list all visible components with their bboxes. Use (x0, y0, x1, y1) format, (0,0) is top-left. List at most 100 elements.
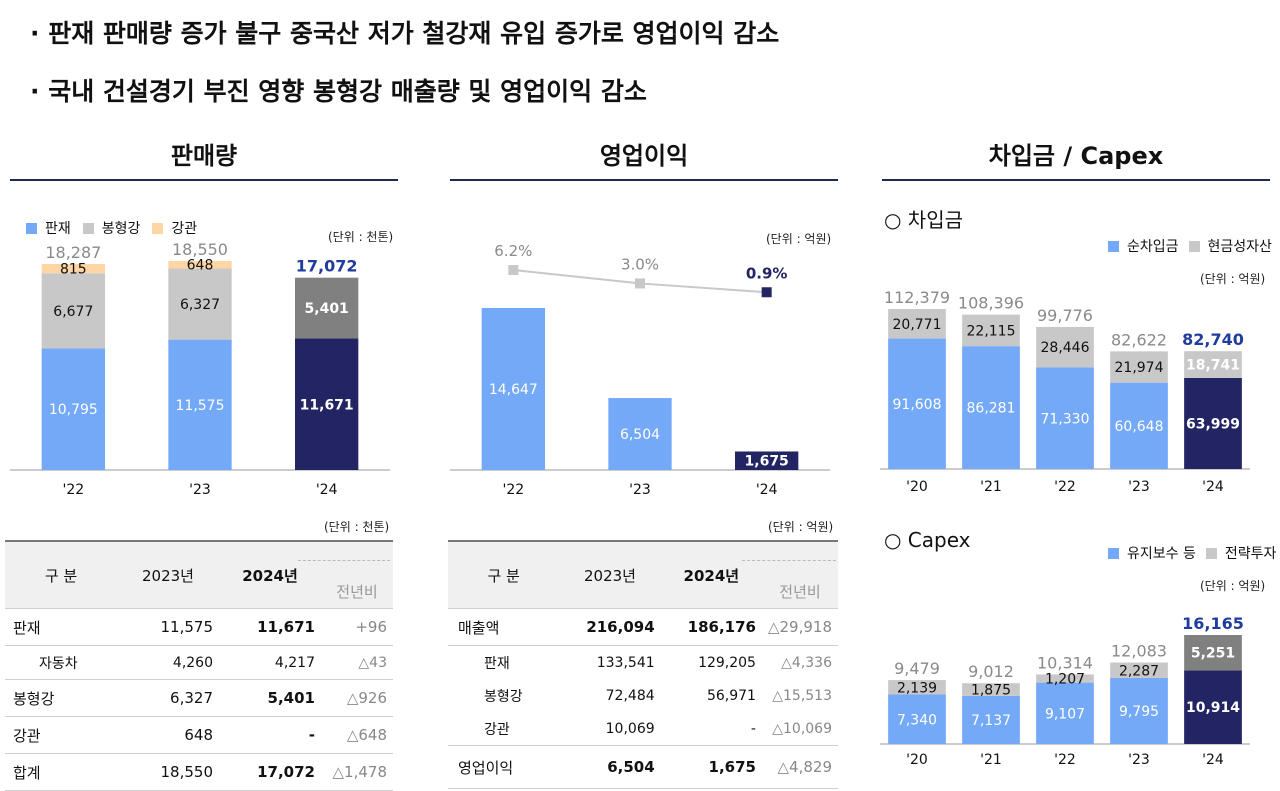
total-label: 16,165 (1182, 614, 1244, 633)
data-label: 2,139 (897, 680, 937, 696)
table-row: 합계 18,550 17,072 △1,478 (5, 753, 393, 791)
cell-2023: 6,504 (559, 745, 661, 789)
op-unit: (단위 : 억원) (766, 232, 832, 246)
cell-2023: 72,484 (605, 687, 655, 704)
legend-bar: 봉형강 (101, 221, 141, 237)
cell-2023: 216,094 (559, 608, 661, 646)
data-label: 648 (187, 258, 214, 274)
bar-segment (41, 273, 105, 349)
cell-2024: 17,072 (219, 753, 321, 791)
legend-cash: 현금성자산 (1207, 239, 1272, 255)
header-category: 구 분 (448, 540, 560, 609)
margin-point (761, 287, 772, 298)
data-label: 28,446 (1041, 340, 1090, 356)
capex-chart: 7,340 2,139 9,479 '20 7,137 1,875 9,012 '21 9,10… (880, 614, 1250, 768)
data-label: 71,330 (1041, 411, 1090, 427)
data-label: 14,647 (489, 382, 538, 398)
category-label: '24 (1202, 752, 1224, 768)
bar-segment (1036, 367, 1094, 469)
bar-segment (1110, 351, 1168, 383)
cell-2023: 10,069 (559, 712, 661, 746)
bar-segment (962, 683, 1020, 696)
bar (735, 451, 799, 470)
total-label: 18,287 (45, 243, 101, 262)
row-label: 강관 (5, 716, 117, 754)
category-label: '24 (1202, 479, 1224, 495)
cell-yoy: △1,478 (321, 753, 393, 791)
bar-segment (1110, 662, 1168, 678)
bar-segment (41, 264, 105, 274)
cell-2023: 133,541 (596, 654, 655, 671)
legend-maintenance: 유지보수 등 (1127, 546, 1196, 562)
row-label: 자동차 (5, 645, 117, 680)
legend-swatch-net-debt (1108, 240, 1119, 252)
category-label: '23 (1128, 752, 1150, 768)
margin-label: 0.9% (746, 264, 788, 282)
data-label: 6,677 (53, 304, 93, 320)
legend-swatch-maintenance (1108, 547, 1119, 559)
data-label: 11,575 (176, 398, 225, 414)
data-label: 86,281 (967, 401, 1016, 417)
cell-2024: 5,401 (219, 679, 321, 717)
category-label: '22 (62, 482, 84, 498)
yoy-dashed-rule (298, 560, 390, 561)
bar-segment (1036, 674, 1094, 683)
bar-segment (1184, 635, 1242, 671)
header-2023: 2023년 (117, 540, 219, 609)
margin-label: 3.0% (621, 255, 659, 273)
bar-segment (1036, 326, 1094, 368)
cell-yoy: △648 (321, 716, 393, 754)
table-row: 강관 648 - △648 (5, 716, 393, 754)
header-category: 구 분 (5, 540, 117, 609)
header-yoy: 전년비 (321, 540, 393, 609)
sales-section-title: 판매량 (170, 142, 238, 170)
bar-segment (888, 694, 946, 744)
bar-segment (1036, 682, 1094, 744)
row-label: 판재 (5, 608, 117, 646)
op-chart: 14,647 '22 6,504 '23 1,675 '24 6.2% 3.0% 0.9% (450, 242, 830, 498)
debt-legend: 순차입금 현금성자산 (1108, 236, 1272, 256)
category-label: '24 (316, 482, 338, 498)
capex-unit: (단위 : 억원) (1200, 579, 1266, 593)
bar-segment (168, 339, 232, 470)
cell-2023: 6,327 (117, 679, 219, 717)
yoy-dashed-rule (742, 560, 836, 561)
data-label: 20,771 (893, 317, 942, 333)
sales-unit: (단위 : 천톤) (328, 230, 394, 244)
cell-2024: 4,217 (219, 645, 321, 680)
cell-yoy: △29,918 (761, 608, 838, 646)
category-label: '21 (980, 752, 1002, 768)
total-label: 18,550 (172, 240, 228, 259)
table-row: 강관 10,069 - △10,069 (448, 712, 838, 746)
cell-2024: - (660, 712, 762, 746)
debt-unit: (단위 : 억원) (1200, 272, 1266, 286)
cell-yoy: △4,336 (781, 654, 832, 671)
margin-label: 6.2% (494, 242, 532, 260)
data-label: 1,875 (971, 683, 1011, 699)
op-title-rule (450, 179, 838, 181)
cell-2023: 18,550 (117, 753, 219, 791)
row-label: 봉형강 (5, 679, 117, 717)
cell-2024: 56,971 (706, 687, 756, 704)
capex-legend: 유지보수 등 전략투자 (1108, 543, 1276, 563)
cell-2024: - (219, 716, 321, 754)
total-label: 82,622 (1111, 330, 1167, 349)
margin-point (508, 265, 519, 275)
header-2023: 2023년 (559, 540, 661, 609)
legend-swatch-cash (1188, 240, 1200, 252)
bar-segment (1110, 677, 1168, 744)
debt-section-title: 차입금 / Capex (988, 142, 1164, 170)
legend-pipe: 강관 (171, 221, 198, 237)
sales-legend: 판재 봉형강 강관 (26, 218, 197, 238)
data-label: 91,608 (893, 397, 942, 413)
bar-segment (962, 314, 1020, 347)
legend-swatch-pipe (152, 222, 164, 234)
table-header-row: 구 분 2023년 2024년 전년비 (448, 540, 838, 609)
data-label: 18,741 (1186, 358, 1240, 374)
header-yoy: 전년비 (761, 540, 838, 609)
category-label: '23 (189, 482, 211, 498)
data-label: 7,340 (897, 712, 937, 728)
bar-segment (295, 277, 359, 339)
bar-segment (888, 338, 946, 469)
